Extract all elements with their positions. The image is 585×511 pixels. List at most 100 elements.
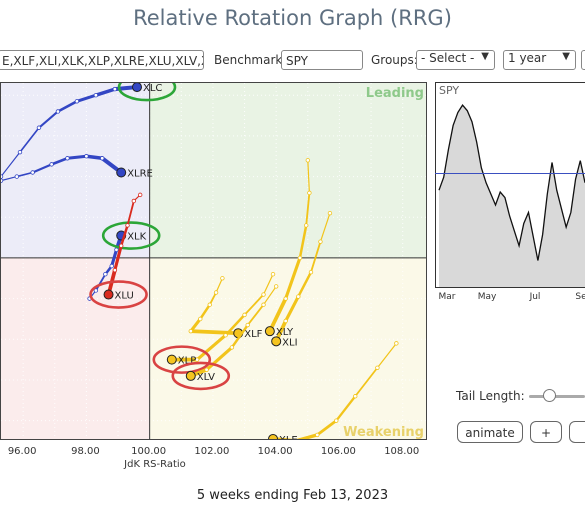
tail-segment-xlc [19, 126, 40, 153]
benchmark-x-label: Mar [439, 292, 456, 302]
tail-point-xlre [100, 156, 105, 161]
tail-point-xlv [245, 322, 250, 328]
tail-segment-xli [319, 212, 331, 243]
tail-point-xlv [204, 367, 209, 373]
tail-segment-xly [284, 256, 302, 301]
period-select[interactable]: 1 year ▼ [503, 50, 576, 70]
x-tick-label: 96.00 [8, 446, 37, 457]
head-xly [264, 326, 275, 337]
rrg-chart: Leading Weakening XLC XLRE XLK XLU XLF XLP XLV XL… [0, 82, 427, 440]
quadrant-label-leading: Leading [366, 86, 424, 101]
head-xlp [166, 354, 177, 365]
tail-point-xlc [93, 93, 99, 98]
toolbar: E,XLF,XLI,XLK,XLP,XLRE,XLU,XLV,XL Benchm… [0, 50, 585, 74]
highlight-xlc [117, 83, 177, 102]
benchmark-x-label: Se [575, 292, 585, 302]
tail-segment-xle [335, 395, 357, 422]
tail-segment-xly [307, 159, 310, 194]
tail-segment-xlc [75, 93, 98, 103]
head-xle [268, 433, 279, 439]
label-xle: XLE [279, 435, 298, 440]
tail-point-xlk [109, 263, 114, 269]
tail-point-xlk [93, 288, 99, 293]
tail-segment-xli [310, 240, 322, 274]
tail-point-xlp [242, 312, 247, 318]
benchmark-x-label: Jul [529, 292, 541, 302]
tail-point-xle [315, 432, 320, 438]
x-tick-label: 100.00 [131, 446, 166, 457]
head-xlu [103, 289, 114, 300]
tail-point-xlp [194, 357, 200, 362]
tail-segment-xlc [94, 87, 117, 97]
tail-segment-xle [376, 342, 397, 369]
label-xlu: XLU [115, 291, 134, 302]
label-xlre: XLRE [127, 169, 153, 180]
tail-point-xlp [270, 272, 276, 277]
highlight-xlk [101, 221, 161, 250]
tail-point-xlf [220, 276, 225, 281]
page-title: Relative Rotation Graph (RRG) [133, 6, 452, 30]
tail-point-xlf [198, 316, 203, 322]
tail-point-xli [296, 294, 301, 299]
highlight-xlu [89, 280, 148, 309]
tail-segment-xlf [189, 317, 202, 333]
tail-point-xlu [131, 198, 137, 204]
benchmark-label: Benchmark: [214, 53, 287, 67]
tail-segment-xlre [84, 154, 104, 161]
tail-point-xly [304, 223, 309, 228]
tail-point-xlc [1, 174, 4, 179]
tail-point-xlu [118, 243, 124, 248]
next-button[interactable] [569, 421, 585, 443]
tail-point-xlc [17, 149, 23, 155]
quadrant-weakening [149, 257, 426, 439]
tail-length-slider-handle[interactable] [543, 389, 556, 402]
benchmark-area [439, 105, 585, 287]
tail-point-xlu [137, 192, 143, 198]
zoom-in-button[interactable]: + [530, 421, 562, 443]
highlight-xlp [152, 345, 212, 374]
tail-segment-xlv [230, 323, 249, 349]
tail-point-xli [308, 269, 314, 275]
groups-select-value: - Select - [421, 51, 475, 65]
animate-button[interactable]: animate [457, 421, 523, 443]
extra-select[interactable] [581, 50, 585, 70]
period-select-value: 1 year [508, 51, 547, 65]
groups-select[interactable]: - Select - ▼ [416, 50, 495, 70]
label-xli: XLI [282, 337, 297, 348]
quadrant-lagging [1, 257, 150, 439]
highlight-xlv [171, 361, 231, 391]
tail-point-xlv [261, 302, 266, 307]
tail-segment-xlre [31, 163, 53, 174]
tail-segment-xlu [126, 200, 135, 227]
benchmark-input[interactable]: SPY [281, 50, 363, 70]
benchmark-line [438, 104, 585, 261]
label-xlc: XLC [143, 83, 162, 94]
quadrant-label-weakening: Weakening [343, 425, 424, 440]
tail-point-xlf [188, 328, 193, 334]
tail-segment-xly [267, 296, 288, 334]
tail-point-xlre [84, 154, 89, 159]
label-xlf: XLF [244, 329, 262, 340]
tail-segment-xlf [215, 277, 224, 294]
tail-segment-xlf [188, 329, 241, 336]
label-xly: XLY [276, 327, 294, 338]
tail-segment-xlre [15, 171, 34, 178]
tail-segment-xlv [246, 303, 265, 326]
tail-segment-xlp [262, 273, 274, 296]
tail-point-xlu [112, 267, 118, 273]
symbols-input[interactable]: E,XLF,XLI,XLK,XLP,XLRE,XLU,XLV,XL [0, 50, 204, 70]
tail-segment-xli [284, 295, 300, 323]
tail-point-xle [334, 418, 339, 423]
tail-segment-xlu [113, 244, 123, 272]
tail-point-xli [318, 239, 323, 244]
benchmark-plot: SPY Mar May Jul Se [435, 82, 585, 302]
tail-segment-xle [296, 433, 319, 439]
chevron-down-icon: ▼ [481, 51, 489, 62]
tail-point-xlre [1, 178, 4, 183]
tail-point-xle [375, 365, 380, 370]
tail-length-slider[interactable] [529, 395, 585, 398]
tail-segment-xlk [110, 248, 119, 268]
tail-point-xlc [112, 86, 118, 92]
x-tick-label: 102.00 [194, 446, 229, 457]
